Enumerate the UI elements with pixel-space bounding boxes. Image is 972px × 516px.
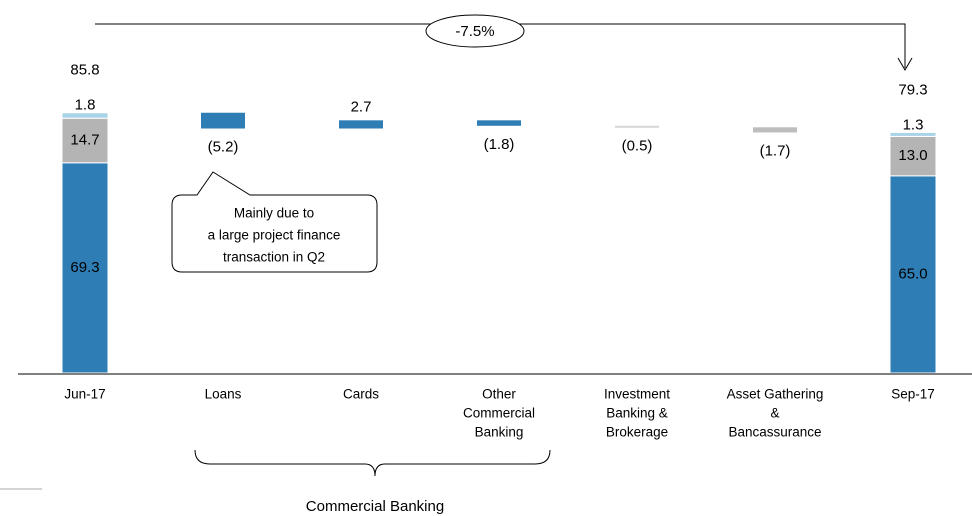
change-bar	[201, 112, 245, 129]
x-tick-label: Jun-17	[64, 387, 105, 402]
arrow-head	[897, 57, 913, 71]
change-bar	[753, 127, 797, 133]
change-bar	[339, 120, 383, 129]
bar-segment	[889, 131, 937, 137]
x-tick-label: Investment	[604, 387, 670, 402]
change-ellipse	[425, 14, 525, 48]
total-label: 85.8	[70, 62, 99, 79]
change-label: (5.2)	[208, 138, 239, 155]
segment-label: 1.8	[75, 97, 96, 114]
callout-line: transaction in Q2	[223, 250, 325, 265]
bar-segment	[61, 162, 109, 374]
segment-label: 13.0	[898, 147, 927, 164]
callout: Mainly due to a large project finance tran…	[208, 206, 341, 265]
segment-label: 69.3	[70, 259, 99, 276]
x-tick-label: &	[770, 406, 779, 421]
change-label: (0.5)	[622, 137, 653, 154]
change-bar	[477, 120, 521, 126]
change-annotation: -7.5%	[455, 23, 494, 40]
total-label: 79.3	[898, 81, 927, 98]
change-bar	[615, 125, 659, 128]
x-tick-label: Asset Gathering	[727, 387, 824, 402]
change-arrow	[95, 23, 906, 68]
callout-line: a large project finance	[208, 228, 341, 243]
segment-label: 65.0	[898, 265, 927, 282]
callout-line: Mainly due to	[234, 206, 314, 221]
segment-label: 1.3	[903, 116, 924, 133]
change-label: (1.7)	[760, 142, 791, 159]
x-tick-label: Banking &	[606, 406, 668, 421]
bar-segment	[889, 135, 937, 177]
group-label: Commercial Banking	[306, 498, 444, 515]
x-tick-label: Loans	[205, 387, 242, 402]
x-tick-label: Banking	[475, 425, 524, 440]
x-tick-label: Sep-17	[891, 387, 935, 402]
x-tick-label: Brokerage	[606, 425, 668, 440]
x-tick-label: Bancassurance	[728, 425, 821, 440]
change-label: 2.7	[351, 98, 372, 115]
x-tick-label: Commercial	[463, 406, 535, 421]
segment-label: 14.7	[70, 131, 99, 148]
group-brace	[194, 449, 551, 477]
x-tick-label: Other	[482, 387, 516, 402]
x-tick-label: Cards	[343, 387, 379, 402]
change-label: (1.8)	[484, 136, 515, 153]
callout-box	[171, 171, 378, 273]
bar-segment	[61, 112, 109, 119]
